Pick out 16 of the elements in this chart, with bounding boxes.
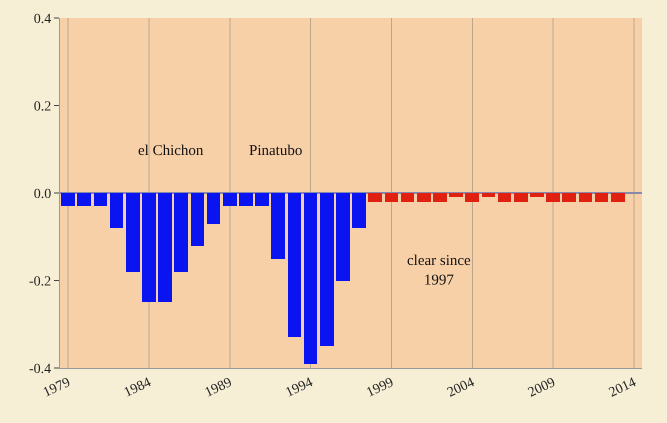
annotation: Pinatubo xyxy=(249,143,302,159)
y-tick-label: -0.2 xyxy=(29,274,52,290)
x-tick-label: 2014 xyxy=(606,375,639,401)
annotation: clear since 1997 xyxy=(407,253,472,288)
x-tick-label: 1979 xyxy=(41,375,73,401)
x-tick-label: 1994 xyxy=(284,375,316,401)
x-tick-label: 1989 xyxy=(202,375,234,401)
annotation: el Chichon xyxy=(138,143,204,159)
x-tick-label: 2009 xyxy=(526,375,558,401)
y-tick-label: 0.0 xyxy=(34,186,52,202)
y-tick-label: 0.4 xyxy=(34,12,52,27)
x-tick-label: 2004 xyxy=(445,375,477,401)
y-tick-label: -0.4 xyxy=(29,362,52,377)
x-tick-label: 1984 xyxy=(122,375,154,401)
y-tick-label: 0.2 xyxy=(34,99,52,114)
x-tick-label: 1999 xyxy=(364,375,396,401)
